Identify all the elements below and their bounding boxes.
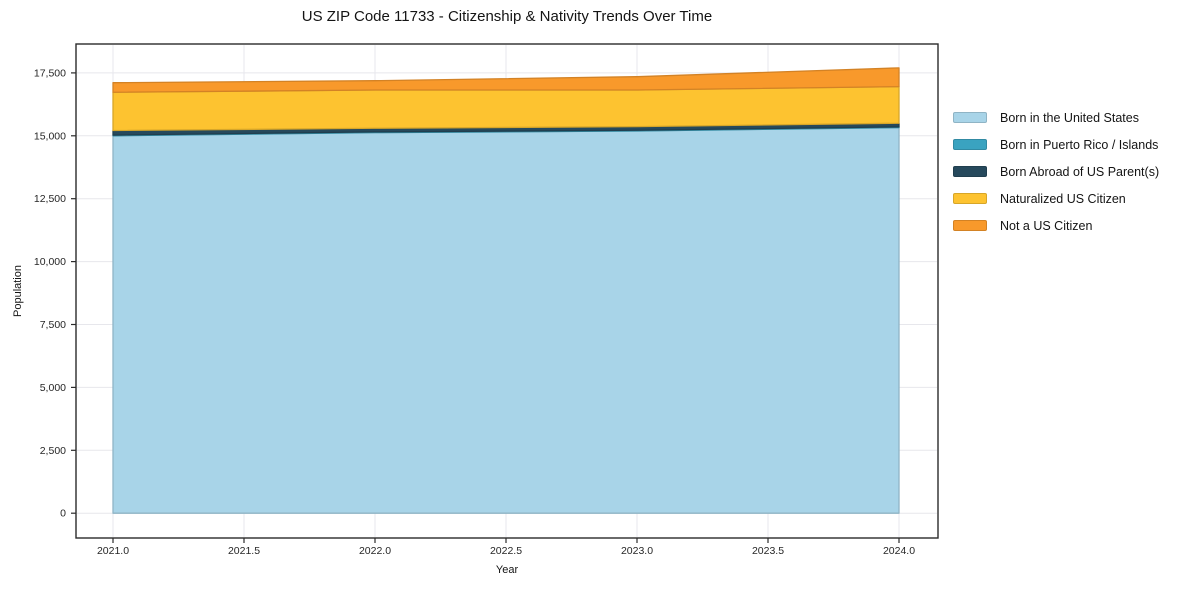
legend-item: Naturalized US Citizen (953, 185, 1159, 212)
y-tick-label: 17,500 (34, 67, 66, 79)
legend-label: Naturalized US Citizen (1000, 191, 1126, 206)
legend-item: Born in the United States (953, 104, 1159, 131)
x-tick-label: 2023.0 (621, 545, 653, 557)
legend-item: Born Abroad of US Parent(s) (953, 158, 1159, 185)
legend-item: Born in Puerto Rico / Islands (953, 131, 1159, 158)
legend-label: Not a US Citizen (1000, 218, 1093, 233)
y-tick-label: 7,500 (40, 319, 66, 331)
legend-swatch-born-abroad (953, 166, 987, 177)
x-tick-label: 2022.5 (490, 545, 522, 557)
y-tick-label: 5,000 (40, 382, 66, 394)
y-axis-label: Population (12, 265, 24, 317)
legend-label: Born in Puerto Rico / Islands (1000, 137, 1159, 152)
legend-label: Born Abroad of US Parent(s) (1000, 164, 1160, 179)
legend-label: Born in the United States (1000, 110, 1139, 125)
legend: Born in the United States Born in Puerto… (953, 104, 1159, 239)
legend-swatch-born-pr-islands (953, 139, 987, 150)
y-tick-label: 0 (60, 508, 66, 520)
area-series-4 (112, 67, 900, 93)
area-series-3 (112, 85, 900, 132)
x-tick-label: 2021.0 (97, 545, 129, 557)
y-tick-label: 15,000 (34, 130, 66, 142)
y-tick-label: 10,000 (34, 256, 66, 268)
x-tick-label: 2022.0 (359, 545, 391, 557)
y-tick-label: 12,500 (34, 193, 66, 205)
x-tick-label: 2024.0 (883, 545, 915, 557)
x-axis-label: Year (495, 564, 519, 576)
legend-item: Not a US Citizen (953, 212, 1159, 239)
legend-swatch-naturalized (953, 193, 987, 204)
x-tick-label: 2021.5 (228, 545, 260, 557)
x-tick-label: 2023.5 (752, 545, 784, 557)
plot-border (75, 43, 939, 539)
legend-swatch-born-us (953, 112, 987, 123)
chart-title: US ZIP Code 11733 - Citizenship & Nativi… (301, 8, 713, 25)
y-tick-label: 2,500 (40, 445, 66, 457)
area-series-0 (112, 126, 900, 514)
legend-swatch-not-citizen (953, 220, 987, 231)
